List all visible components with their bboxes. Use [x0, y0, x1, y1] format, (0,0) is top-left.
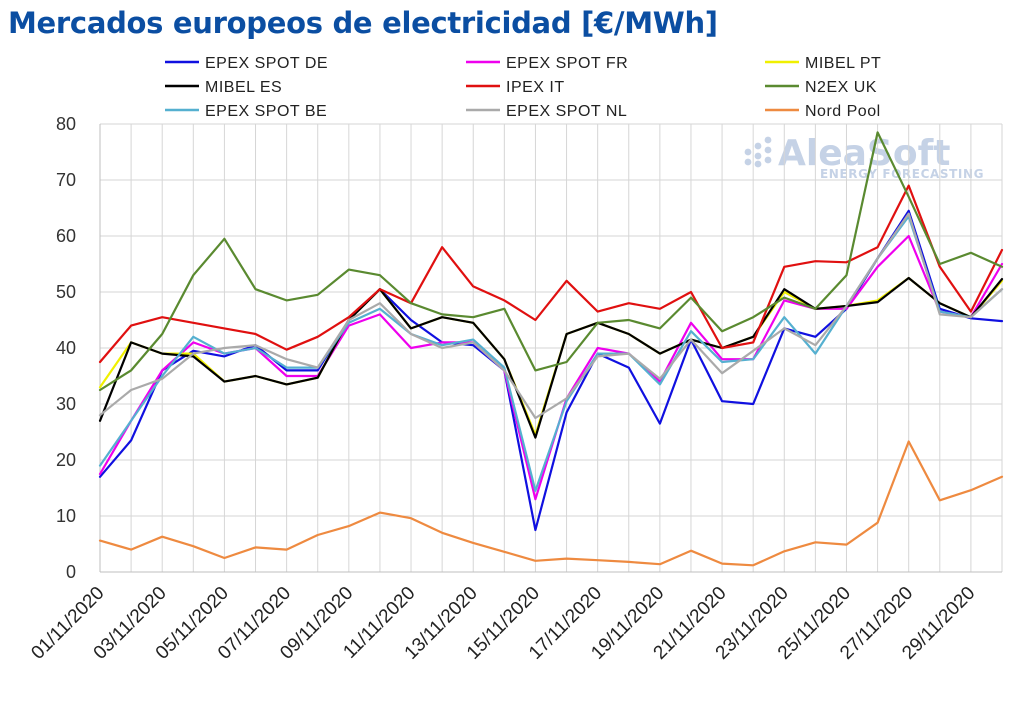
legend-label-7: EPEX SPOT NL — [506, 103, 627, 120]
legend-label-1: EPEX SPOT FR — [506, 55, 628, 72]
legend-label-8: Nord Pool — [805, 103, 881, 120]
watermark-dot-6 — [744, 158, 752, 166]
y-axis-ticks: 0 10 20 30 40 50 60 70 80 — [56, 114, 76, 582]
series-line-0 — [98, 209, 1004, 532]
chart-title: Mercados europeos de electricidad [€/MWh… — [8, 6, 718, 40]
series-line-3 — [98, 276, 1004, 439]
watermark-brand: AleaSoft — [778, 133, 950, 174]
watermark-dot-7 — [754, 160, 762, 168]
y-tick-label: 20 — [56, 450, 76, 470]
series-line-7 — [98, 212, 1004, 420]
plot-area — [98, 131, 1004, 567]
watermark-dot-5 — [764, 156, 772, 164]
legend-label-0: EPEX SPOT DE — [205, 55, 328, 72]
watermark-dot-1 — [754, 142, 762, 150]
legend-label-6: EPEX SPOT BE — [205, 103, 327, 120]
y-tick-label: 30 — [56, 394, 76, 414]
watermark-dot-3 — [754, 152, 762, 160]
y-tick-label: 80 — [56, 114, 76, 134]
series-line-8 — [98, 440, 1004, 567]
y-tick-label: 40 — [56, 338, 76, 358]
legend-label-3: MIBEL ES — [205, 79, 282, 96]
y-tick-label: 50 — [56, 282, 76, 302]
x-axis-ticks: 01/11/202003/11/202005/11/202007/11/2020… — [27, 583, 979, 664]
y-tick-label: 60 — [56, 226, 76, 246]
watermark-tagline: ENERGY FORECASTING — [820, 167, 984, 181]
grid — [99, 123, 1003, 573]
legend-label-2: MIBEL PT — [805, 55, 881, 72]
y-tick-label: 70 — [56, 170, 76, 190]
y-tick-label: 0 — [66, 562, 76, 582]
legend-label-5: N2EX UK — [805, 79, 877, 96]
series-line-5 — [98, 131, 1004, 392]
aleasoft-logo-icon — [744, 136, 772, 168]
aleasoft-watermark: AleaSoft ENERGY FORECASTING — [744, 133, 984, 181]
y-tick-label: 10 — [56, 506, 76, 526]
watermark-dot-0 — [744, 148, 752, 156]
watermark-dot-4 — [764, 146, 772, 154]
series-line-4 — [98, 184, 1004, 364]
legend-label-4: IPEX IT — [506, 79, 565, 96]
axes — [99, 124, 1002, 573]
watermark-dot-2 — [764, 136, 772, 144]
legend: EPEX SPOT DE EPEX SPOT FR MIBEL PT MIBEL ES… — [165, 55, 881, 120]
